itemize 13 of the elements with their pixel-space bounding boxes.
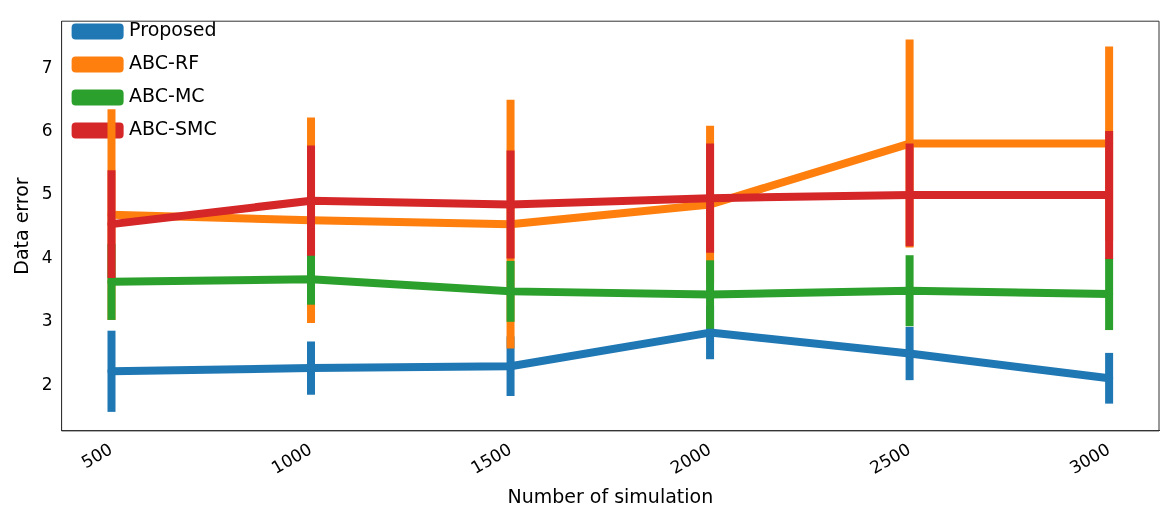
x-tick-label: 500 [77,438,116,473]
legend-label: ABC-RF [129,51,200,74]
y-tick-label: 4 [41,246,53,267]
y-tick-label: 7 [41,56,53,77]
legend-label: Proposed [129,18,217,41]
y-axis-title: Data error [10,177,33,275]
y-tick-label: 3 [41,310,53,331]
y-tick-label: 5 [41,183,53,204]
y-tick-label: 2 [41,373,53,394]
legend-label: ABC-SMC [129,117,217,140]
legend-label: ABC-MC [129,84,205,107]
y-tick-label: 6 [41,119,53,140]
x-axis-title: Number of simulation [507,484,714,507]
